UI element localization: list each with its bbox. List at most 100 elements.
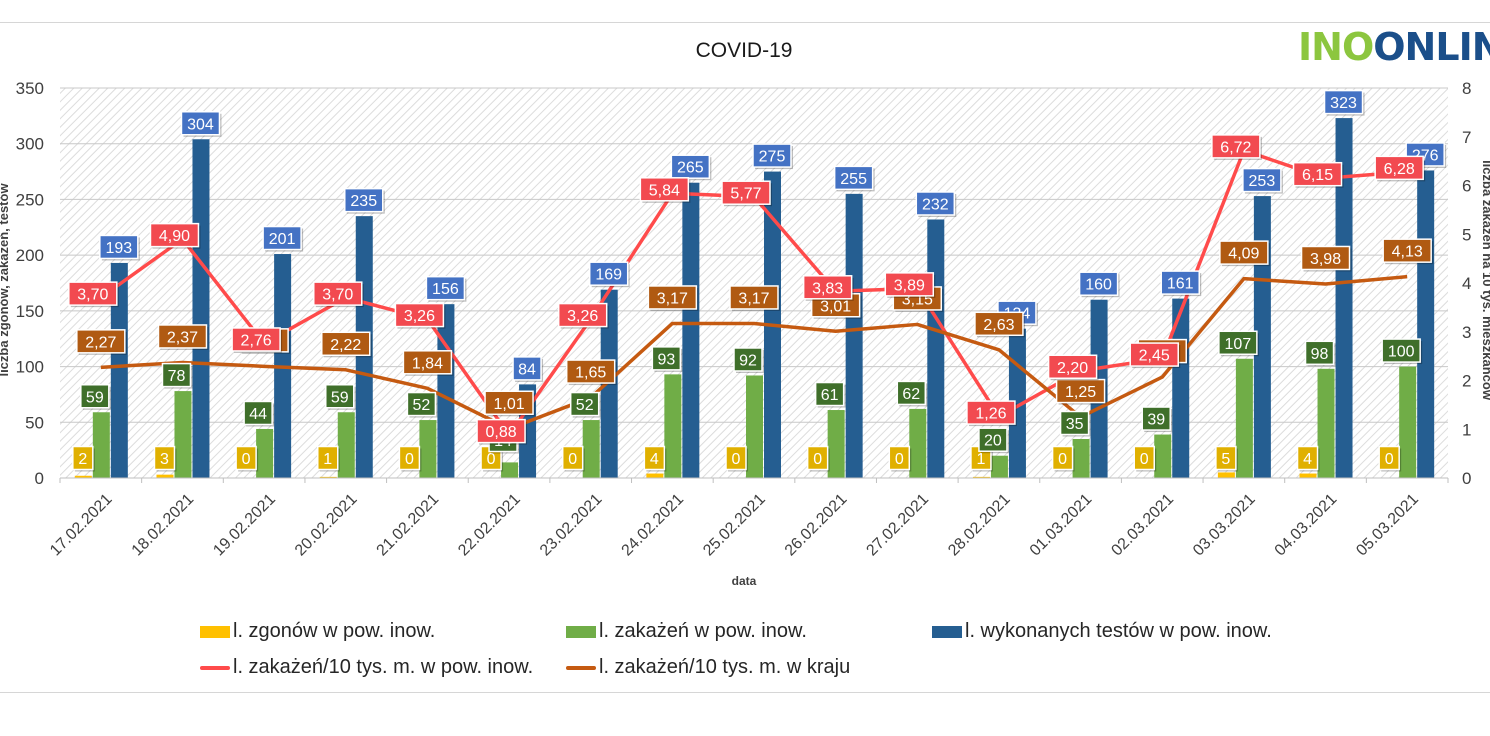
svg-text:2,45: 2,45	[1139, 348, 1170, 365]
bar-zgony	[1299, 473, 1317, 478]
y2-tick-label: 8	[1462, 79, 1471, 98]
label-zakazenia: 62	[896, 380, 928, 407]
x-tick-label: 01.03.2021	[1027, 491, 1096, 560]
label-testy: 255	[833, 165, 875, 192]
svg-text:5,84: 5,84	[649, 182, 680, 199]
logo-part-ino: INO	[1298, 25, 1374, 69]
svg-text:193: 193	[105, 240, 132, 257]
legend-label-zgony: l. zgonów w pow. inow.	[233, 620, 436, 642]
svg-text:78: 78	[168, 368, 186, 385]
label-rate-kraj: 3,98	[1300, 245, 1352, 272]
inoonline-logo: INOONLINE	[1298, 28, 1490, 66]
svg-text:1,25: 1,25	[1065, 384, 1096, 401]
svg-text:6,72: 6,72	[1220, 139, 1251, 156]
legend-swatch-zgony	[200, 625, 230, 638]
label-zgony: 0	[1133, 445, 1157, 472]
label-rate-pow: 2,76	[231, 327, 283, 353]
label-zgony: 0	[888, 445, 912, 472]
bar-zakazenia	[990, 455, 1008, 478]
label-testy: 253	[1242, 167, 1283, 194]
bar-zakazenia	[1154, 434, 1172, 478]
label-testy: 201	[262, 225, 304, 252]
bar-testy	[600, 289, 618, 478]
svg-text:3,98: 3,98	[1310, 251, 1341, 268]
bar-zgony	[972, 476, 990, 478]
svg-text:92: 92	[739, 352, 757, 369]
svg-text:0: 0	[732, 451, 741, 468]
label-rate-pow: 2,45	[1129, 342, 1181, 369]
label-testy: 232	[915, 191, 957, 217]
svg-text:3,83: 3,83	[812, 280, 843, 297]
bar-zakazenia	[256, 428, 274, 478]
label-testy: 275	[752, 143, 793, 170]
bar-zakazenia	[337, 412, 355, 478]
svg-text:84: 84	[518, 361, 536, 378]
svg-text:4,90: 4,90	[159, 228, 190, 245]
y2-tick-label: 7	[1462, 128, 1471, 147]
x-tick-label: 18.02.2021	[129, 491, 198, 560]
x-tick-label: 19.02.2021	[210, 491, 279, 560]
svg-text:169: 169	[595, 267, 622, 284]
label-zakazenia: 61	[814, 381, 846, 408]
y2-tick-label: 1	[1462, 420, 1471, 439]
label-zgony: 0	[235, 445, 259, 472]
svg-text:161: 161	[1167, 276, 1194, 293]
legend-label-testy: l. wykonanych testów w pow. inow.	[965, 620, 1272, 642]
label-zgony: 0	[561, 445, 585, 472]
svg-text:6,28: 6,28	[1384, 161, 1415, 178]
x-tick-label: 17.02.2021	[47, 491, 116, 560]
svg-text:4: 4	[1303, 451, 1312, 468]
label-rate-kraj: 1,01	[484, 390, 536, 417]
label-zakazenia: 52	[569, 391, 601, 418]
bar-zakazenia	[1399, 366, 1417, 478]
label-rate-pow: 0,88	[476, 418, 528, 445]
label-testy: 193	[99, 234, 140, 261]
svg-text:0: 0	[242, 451, 251, 468]
label-rate-pow: 5,77	[721, 180, 772, 207]
svg-text:2,63: 2,63	[983, 317, 1014, 334]
svg-text:1: 1	[323, 451, 332, 468]
svg-text:6,15: 6,15	[1302, 167, 1333, 184]
line-rate-kraj	[100, 274, 1408, 431]
legend-item-zakazenia: l. zakażeń w pow. inow.	[566, 620, 807, 643]
bar-testy	[845, 193, 863, 478]
label-rate-pow: 4,90	[149, 222, 201, 249]
svg-text:3,70: 3,70	[77, 287, 108, 304]
svg-text:3,26: 3,26	[567, 308, 598, 325]
label-zakazenia: 92	[733, 347, 764, 373]
label-zgony: 4	[1296, 445, 1320, 472]
svg-text:5: 5	[1221, 451, 1230, 468]
svg-text:2,20: 2,20	[1057, 360, 1088, 377]
x-tick-label: 21.02.2021	[374, 491, 443, 560]
svg-text:3,70: 3,70	[322, 287, 353, 304]
svg-text:1,26: 1,26	[975, 406, 1006, 423]
label-testy: 156	[425, 275, 467, 302]
label-rate-pow: 3,26	[394, 302, 446, 329]
bar-zgony	[1217, 472, 1235, 478]
label-rate-kraj: 3,17	[647, 285, 699, 311]
label-rate-pow: 3,83	[802, 275, 854, 301]
bar-zakazenia	[1235, 358, 1253, 478]
x-tick-label: 23.02.2021	[537, 491, 606, 560]
svg-text:2,37: 2,37	[167, 329, 198, 346]
y-tick-label: 300	[16, 135, 44, 154]
svg-text:1,84: 1,84	[412, 355, 443, 372]
svg-text:201: 201	[269, 231, 296, 248]
legend-line-rate-pow	[200, 665, 230, 670]
label-testy: 169	[588, 261, 630, 288]
y-tick-label: 250	[16, 190, 44, 209]
svg-text:62: 62	[902, 386, 920, 403]
bar-zgony	[646, 473, 664, 478]
y-tick-label: 100	[16, 358, 44, 377]
chart-title: COVID-19	[696, 39, 793, 62]
x-tick-label: 28.02.2021	[945, 491, 1014, 560]
legend-swatch-zakazenia	[566, 625, 596, 638]
svg-text:93: 93	[657, 351, 675, 368]
label-rate-kraj: 2,27	[76, 329, 127, 355]
bar-zakazenia	[909, 408, 927, 478]
bar-testy	[192, 139, 210, 478]
label-zgony: 3	[153, 445, 177, 472]
svg-text:0: 0	[1385, 451, 1394, 468]
legend-item-zgony: l. zgonów w pow. inow.	[200, 620, 435, 643]
x-axis-title: data	[732, 574, 757, 588]
